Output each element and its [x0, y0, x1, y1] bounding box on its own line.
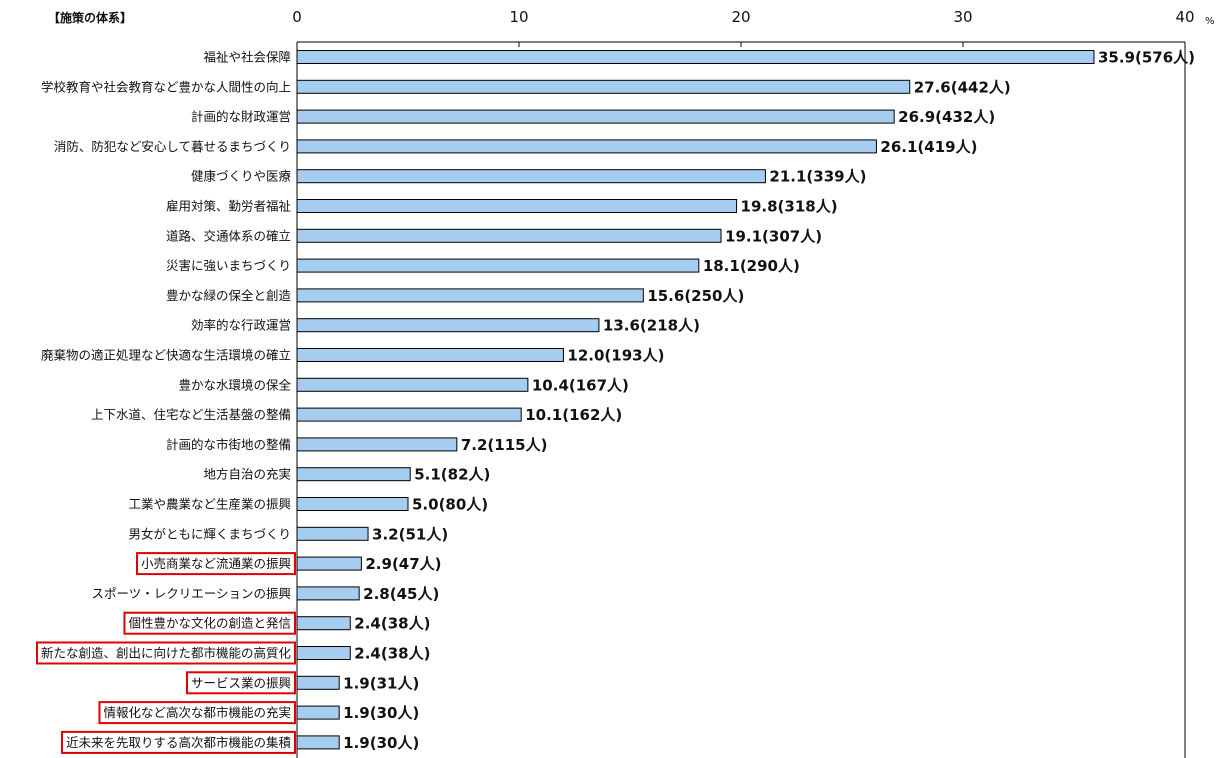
bar — [296, 497, 409, 511]
bars-layer — [296, 50, 1095, 750]
bar — [296, 407, 522, 422]
data-label: 27.6(442人) — [914, 78, 1011, 96]
labels-layer: 福祉や社会保障 35.9(576人) 学校教育や社会教育など豊かな人間性の向上 27.… — [35, 49, 1195, 754]
data-label: 26.1(419人) — [880, 138, 977, 156]
data-label: 5.0(80人) — [412, 496, 488, 514]
data-label: 12.0(193人) — [567, 347, 664, 365]
category-label: 廃棄物の適正処理など快適な生活環境の確立 — [41, 348, 291, 363]
x-tick-label: 20 — [731, 8, 750, 26]
category-label: 工業や農業など生産業の振興 — [128, 497, 291, 512]
category-label: 小売商業など流通業の振興 — [141, 556, 291, 571]
bar — [296, 467, 411, 482]
data-label: 13.6(218人) — [603, 317, 700, 335]
category-label: 雇用対策、勤労者福祉 — [166, 199, 292, 214]
x-tick-label: 40 — [1175, 8, 1194, 26]
data-label: 1.9(30人) — [343, 734, 419, 752]
data-label: 7.2(115人) — [461, 436, 548, 454]
category-label: 近未来を先取りする高次都市機能の集積 — [66, 735, 292, 750]
data-label: 2.9(47人) — [365, 555, 441, 573]
bar — [296, 288, 644, 303]
category-label: 計画的な財政運営 — [191, 109, 291, 124]
highlight-box — [135, 552, 296, 576]
data-label: 10.4(167人) — [532, 376, 629, 394]
category-label: 計画的な市街地の整備 — [166, 437, 291, 452]
bar — [296, 79, 911, 94]
category-label: 災害に強いまちづくり — [166, 258, 291, 273]
category-label: 地方自治の充実 — [203, 467, 291, 482]
x-tick-label: 0 — [292, 8, 302, 26]
data-label: 21.1(339人) — [769, 168, 866, 186]
bar — [296, 139, 877, 154]
data-label: 2.4(38人) — [354, 615, 430, 633]
chart-heading: 【施策の体系】 — [48, 10, 132, 25]
highlight-box — [185, 671, 296, 695]
data-label: 2.4(38人) — [354, 645, 430, 663]
highlight-box — [98, 701, 296, 725]
data-label: 2.8(45人) — [363, 585, 439, 603]
bar — [296, 437, 458, 452]
bar — [296, 616, 351, 631]
data-label: 3.2(51人) — [372, 525, 448, 543]
bar — [296, 556, 362, 571]
category-label: 新たな創造、創出に向けた都市機能の高質化 — [41, 646, 292, 661]
x-tick-label: 30 — [953, 8, 972, 26]
bar — [296, 377, 529, 392]
bar — [296, 318, 600, 333]
bar — [296, 586, 360, 601]
category-label: 学校教育や社会教育など豊かな人間性の向上 — [41, 79, 291, 94]
category-label: 上下水道、住宅など生活基盤の整備 — [91, 407, 291, 422]
category-label: 豊かな水環境の保全 — [178, 377, 291, 392]
category-label: 道路、交通体系の確立 — [166, 228, 291, 243]
highlight-box — [123, 611, 296, 635]
category-label: 健康づくりや医療 — [191, 169, 292, 184]
data-label: 5.1(82人) — [414, 466, 490, 484]
data-label: 10.1(162人) — [525, 406, 622, 424]
category-label: 個性豊かな文化の創造と発信 — [128, 616, 291, 631]
data-label: 19.8(318人) — [741, 198, 838, 216]
category-label: 情報化など高次な都市機能の充実 — [103, 705, 291, 720]
bar — [296, 109, 895, 124]
bar — [296, 735, 340, 750]
data-label: 18.1(290人) — [703, 257, 800, 275]
data-label: 1.9(31人) — [343, 674, 419, 692]
bar — [296, 526, 369, 541]
bar — [296, 258, 700, 273]
highlight-box — [60, 730, 296, 754]
bar — [296, 705, 340, 720]
bar — [296, 675, 340, 690]
category-label: サービス業の振興 — [191, 675, 291, 690]
data-label: 26.9(432人) — [898, 108, 995, 126]
bar — [296, 646, 351, 660]
axis-layer: 0 10 20 30 40 — [292, 8, 1195, 758]
x-tick-label: 10 — [509, 8, 528, 26]
axis-unit-label: % — [1205, 16, 1215, 27]
category-label: 消防、防犯など安心して暮せるまちづくり — [54, 139, 291, 154]
category-label: 男女がともに輝くまちづくり — [128, 526, 291, 541]
data-label: 35.9(576人) — [1098, 49, 1195, 67]
highlight-box — [35, 641, 296, 665]
bar — [296, 50, 1095, 64]
category-label: 豊かな緑の保全と創造 — [166, 288, 292, 303]
data-label: 19.1(307人) — [725, 227, 822, 245]
bar — [296, 169, 766, 184]
bar — [296, 348, 564, 362]
bar — [296, 228, 722, 243]
category-label: スポーツ・レクリエーションの振興 — [91, 586, 291, 601]
category-label: 福祉や社会保障 — [203, 50, 291, 65]
data-label: 1.9(30人) — [343, 704, 419, 722]
category-label: 効率的な行政運営 — [191, 318, 291, 333]
data-label: 15.6(250人) — [647, 287, 744, 305]
bar — [296, 199, 738, 213]
